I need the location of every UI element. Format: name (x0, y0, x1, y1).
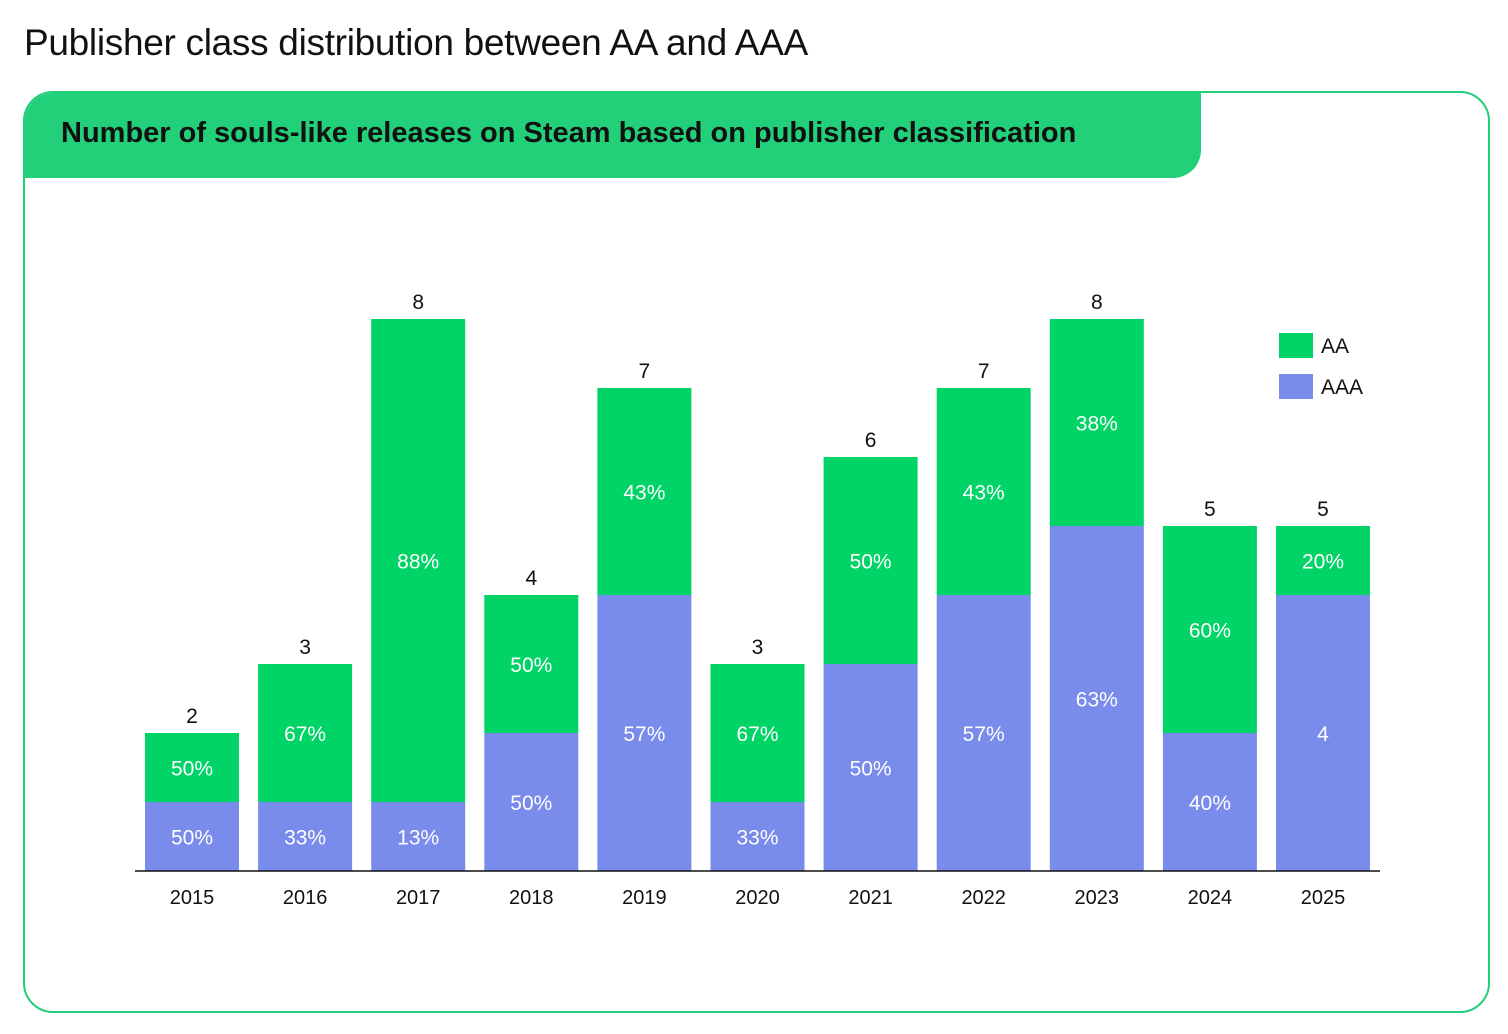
total-label-2023: 8 (1091, 291, 1103, 314)
x-tick-label-2018: 2018 (509, 887, 554, 909)
data-label-aa-2015: 50% (171, 758, 213, 781)
total-label-2015: 2 (186, 705, 198, 728)
bar-aaa-2020 (710, 802, 805, 871)
legend-swatch-aaa (1279, 374, 1313, 399)
bar-aa-2021 (823, 457, 918, 664)
bar-aa-2025 (1276, 526, 1370, 595)
data-label-aa-2017: 88% (397, 551, 439, 574)
data-label-aa-2019: 43% (623, 482, 665, 505)
legend-label-aa: AA (1321, 335, 1349, 358)
x-tick-label-2017: 2017 (396, 887, 441, 909)
bar-aa-2024 (1162, 526, 1257, 733)
card-header: Number of souls-like releases on Steam b… (25, 93, 1201, 178)
card-title: Number of souls-like releases on Steam b… (61, 117, 1077, 149)
data-label-aaa-2025: 4 (1317, 723, 1329, 746)
total-label-2024: 5 (1204, 498, 1216, 521)
bar-aa-2023 (1049, 319, 1144, 526)
total-label-2017: 8 (412, 291, 424, 314)
bar-aa-2015 (145, 733, 239, 802)
total-label-2025: 5 (1317, 498, 1329, 521)
bar-aaa-2024 (1162, 733, 1257, 871)
bar-aa-2022 (936, 388, 1031, 595)
page-title: Publisher class distribution between AA … (24, 22, 808, 63)
data-label-aaa-2020: 33% (736, 827, 778, 850)
total-label-2021: 6 (865, 429, 877, 452)
bar-aa-2019 (597, 388, 692, 595)
data-label-aaa-2023: 63% (1076, 689, 1118, 712)
bar-aa-2018 (484, 595, 579, 733)
bar-aa-2020 (710, 664, 805, 802)
data-label-aa-2020: 67% (736, 723, 778, 746)
bar-aaa-2019 (597, 595, 692, 871)
data-label-aa-2021: 50% (850, 551, 892, 574)
data-label-aaa-2024: 40% (1189, 792, 1231, 815)
data-label-aa-2023: 38% (1076, 413, 1118, 436)
data-label-aa-2024: 60% (1189, 620, 1231, 643)
total-label-2020: 3 (752, 636, 764, 659)
bar-aa-2017 (371, 319, 466, 802)
data-label-aaa-2015: 50% (171, 827, 213, 850)
bar-aaa-2021 (823, 664, 918, 871)
total-label-2018: 4 (525, 567, 537, 590)
bar-aaa-2017 (371, 802, 466, 871)
legend-swatch-aa (1279, 333, 1313, 358)
data-label-aaa-2021: 50% (850, 758, 892, 781)
data-label-aa-2022: 43% (963, 482, 1005, 505)
data-label-aa-2025: 20% (1302, 551, 1344, 574)
bar-aaa-2016 (258, 802, 353, 871)
total-label-2016: 3 (299, 636, 311, 659)
bar-aaa-2023 (1049, 526, 1144, 871)
bar-aaa-2025 (1276, 595, 1370, 871)
data-label-aa-2016: 67% (284, 723, 326, 746)
x-tick-label-2019: 2019 (622, 887, 667, 909)
x-tick-label-2024: 2024 (1188, 887, 1233, 909)
total-label-2022: 7 (978, 360, 990, 383)
data-label-aaa-2016: 33% (284, 827, 326, 850)
x-tick-label-2021: 2021 (848, 887, 893, 909)
chart-card: Number of souls-like releases on Steam b… (23, 91, 1490, 1013)
x-tick-label-2022: 2022 (961, 887, 1006, 909)
x-tick-label-2023: 2023 (1075, 887, 1120, 909)
data-label-aa-2018: 50% (510, 654, 552, 677)
total-label-2019: 7 (639, 360, 651, 383)
x-tick-label-2025: 2025 (1301, 887, 1346, 909)
data-label-aaa-2017: 13% (397, 827, 439, 850)
data-label-aaa-2019: 57% (623, 723, 665, 746)
stacked-bar-chart: 50% 50% 2 2015 33% 67% 3 2016 13% 88% 8 2017 50% 50% 4… (135, 291, 1380, 909)
x-tick-label-2015: 2015 (170, 887, 215, 909)
legend-label-aaa: AAA (1321, 376, 1363, 399)
bar-aaa-2018 (484, 733, 579, 871)
bar-aaa-2015 (145, 802, 239, 871)
x-tick-label-2020: 2020 (735, 887, 780, 909)
data-label-aaa-2022: 57% (963, 723, 1005, 746)
bar-aa-2016 (258, 664, 353, 802)
x-tick-label-2016: 2016 (283, 887, 328, 909)
bar-aaa-2022 (936, 595, 1031, 871)
data-label-aaa-2018: 50% (510, 792, 552, 815)
